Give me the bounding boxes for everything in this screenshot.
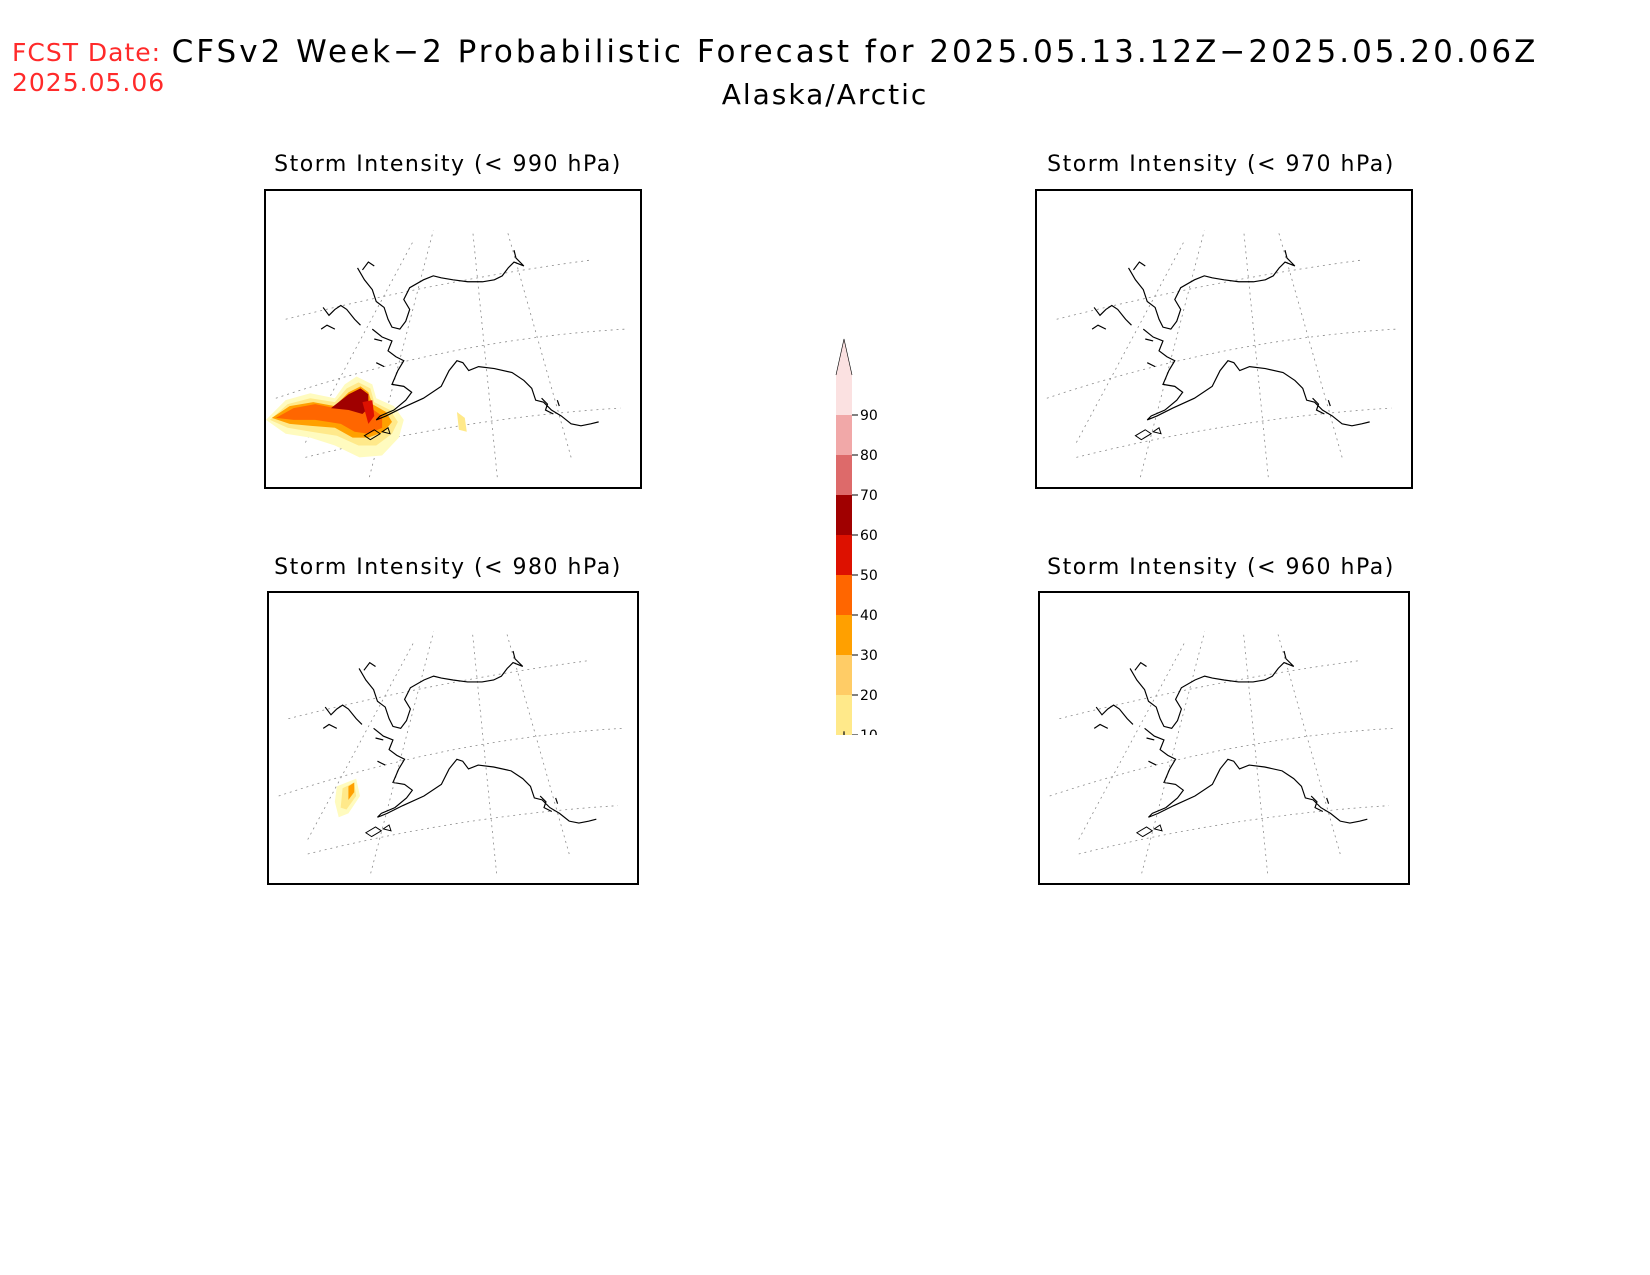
- map-gridline: [1277, 230, 1343, 458]
- map-960-svg: [1049, 631, 1394, 874]
- map-gridline: [285, 259, 591, 320]
- map-gridline: [1076, 240, 1185, 443]
- map-980-svg: [278, 631, 623, 874]
- island-outline: [363, 427, 391, 441]
- map-panel-960: [1038, 591, 1410, 885]
- island-outline: [364, 824, 392, 838]
- map-gridline: [471, 631, 497, 874]
- map-gridline: [288, 660, 589, 720]
- colorbar-bin-2: [836, 655, 852, 695]
- shading-level-40: [348, 782, 355, 800]
- map-gridline: [1242, 631, 1268, 874]
- page-title: CFSv2 Week−2 Probabilistic Forecast for …: [171, 34, 1539, 70]
- coastline: [320, 250, 599, 427]
- coastline: [1093, 650, 1368, 824]
- colorbar-top-cap: [835, 338, 853, 376]
- map-gridline: [1078, 805, 1389, 855]
- probability-shading: [334, 778, 361, 818]
- map-gridline: [1059, 660, 1360, 720]
- map-gridline: [1049, 727, 1394, 797]
- panel-title-990: Storm Intensity (< 990 hPa): [274, 152, 622, 177]
- forecast-date-label: FCST Date:: [12, 38, 162, 67]
- map-gridline: [1056, 259, 1362, 320]
- map-gridline: [1046, 328, 1397, 399]
- map-gridline: [472, 230, 498, 478]
- colorbar-bin-6: [836, 495, 852, 535]
- map-990-svg: [266, 230, 626, 478]
- colorbar-bin-1: [836, 695, 852, 735]
- map-gridline: [1078, 641, 1186, 840]
- map-gridline: [307, 805, 618, 855]
- map-gridline: [1276, 631, 1341, 855]
- colorbar-tick-label: 50: [860, 568, 878, 584]
- map-gridline: [1243, 230, 1269, 478]
- map-gridline: [305, 240, 414, 443]
- colorbar-bin-8: [836, 415, 852, 455]
- map-panel-980: [267, 591, 639, 885]
- colorbar-tick-label: 60: [860, 528, 878, 544]
- colorbar-bin-4: [836, 575, 852, 615]
- shading-level-70: [330, 388, 369, 414]
- colorbar-tick-label: 20: [860, 688, 878, 704]
- colorbar-bin-5: [836, 535, 852, 575]
- coastline: [1091, 250, 1370, 427]
- map-gridline: [506, 230, 572, 458]
- colorbar-bin-9: [836, 375, 852, 415]
- map-panel-990: [264, 189, 642, 489]
- map-gridline: [307, 641, 415, 840]
- coastline: [322, 650, 597, 824]
- island-outline: [1134, 427, 1162, 441]
- colorbar-tick-label: 90: [860, 408, 878, 424]
- probability-shading: [266, 376, 467, 458]
- colorbar-bottom-cap: [842, 730, 846, 735]
- map-panel-970: [1035, 189, 1413, 489]
- shading-level-60: [362, 400, 375, 424]
- colorbar-tick-label: 40: [860, 608, 878, 624]
- map-gridline: [370, 631, 435, 874]
- island-outline: [1135, 824, 1163, 838]
- colorbar-tick-label: 10: [860, 728, 878, 735]
- forecast-date: FCST Date: 2025.05.06: [12, 38, 165, 98]
- colorbar-tick-label: 30: [860, 648, 878, 664]
- colorbar-bin-7: [836, 455, 852, 495]
- map-gridline: [275, 328, 626, 399]
- map-gridline: [278, 727, 623, 797]
- region-subtitle: Alaska/Arctic: [721, 78, 929, 111]
- forecast-date-value: 2025.05.06: [12, 68, 166, 97]
- map-gridline: [1076, 407, 1392, 458]
- map-gridline: [1141, 631, 1206, 874]
- panel-title-980: Storm Intensity (< 980 hPa): [274, 555, 622, 580]
- map-970-svg: [1046, 230, 1397, 478]
- map-gridline: [1139, 230, 1205, 478]
- panel-title-960: Storm Intensity (< 960 hPa): [1047, 555, 1395, 580]
- colorbar-tick-label: 70: [860, 488, 878, 504]
- panel-title-970: Storm Intensity (< 970 hPa): [1047, 152, 1395, 177]
- map-gridline: [505, 631, 570, 855]
- shading-level-20-east: [456, 412, 467, 432]
- colorbar-tick-label: 80: [860, 448, 878, 464]
- colorbar-bin-3: [836, 615, 852, 655]
- colorbar: 10 20 30 40 50 60 70 80 90: [835, 338, 878, 735]
